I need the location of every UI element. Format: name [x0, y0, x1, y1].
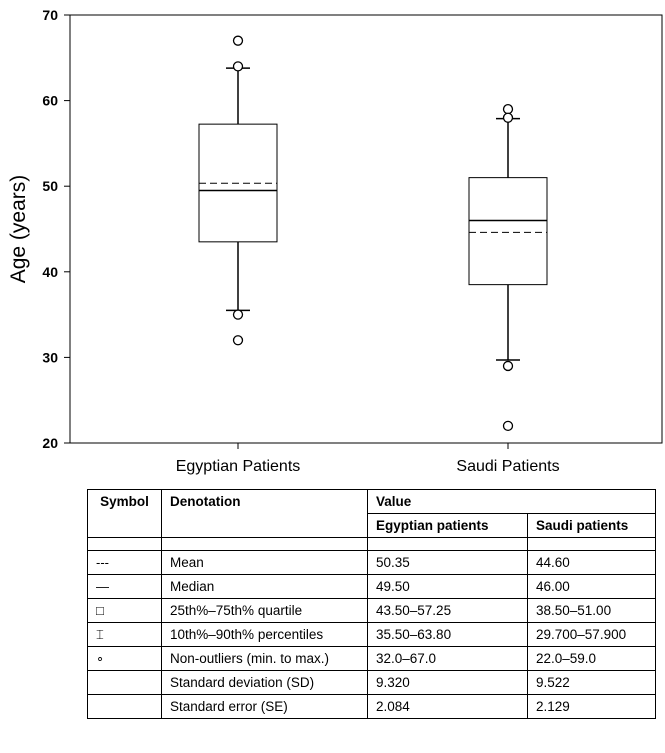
row-saudi-value: 2.129	[527, 694, 656, 719]
y-tick-label: 60	[42, 93, 58, 109]
table-row: ∘ Non-outliers (min. to max.) 32.0–67.0 22.…	[87, 646, 656, 671]
row-egyptian-value: 35.50–63.80	[367, 622, 528, 647]
header-saudi: Saudi patients	[527, 513, 656, 538]
row-egyptian-value: 32.0–67.0	[367, 646, 528, 671]
row-symbol: —	[87, 574, 162, 599]
row-saudi-value: 38.50–51.00	[527, 598, 656, 623]
header-denotation: Denotation	[161, 489, 368, 514]
header-symbol: Symbol	[87, 489, 162, 514]
row-saudi-value: 44.60	[527, 550, 656, 575]
table-header-row: Symbol Denotation Value	[87, 489, 656, 514]
y-tick-label: 30	[42, 349, 58, 365]
outlier-point	[502, 360, 514, 372]
row-saudi-value: 46.00	[527, 574, 656, 599]
y-axis-label: Age (years)	[7, 175, 30, 284]
y-tick-label: 20	[42, 435, 58, 451]
category-labels: Egyptian Patients Saudi Patients	[176, 443, 560, 475]
x-category-label: Saudi Patients	[456, 458, 559, 475]
row-saudi-value: 29.700–57.900	[527, 622, 656, 647]
table-row: ⌶ 10th%–90th% percentiles 35.50–63.80 29.70…	[87, 622, 656, 647]
row-denotation: 10th%–90th% percentiles	[161, 622, 368, 647]
row-symbol	[87, 670, 162, 695]
row-denotation: Median	[161, 574, 368, 599]
table-row: --- Mean 50.35 44.60	[87, 550, 656, 575]
row-symbol: ∘	[87, 646, 162, 671]
plot-frame	[69, 14, 663, 444]
table-subheader-row: Egyptian patients Saudi patients	[87, 513, 656, 538]
row-egyptian-value: 50.35	[367, 550, 528, 575]
outlier-point	[232, 309, 244, 320]
outlier-point	[232, 61, 244, 72]
row-denotation: Mean	[161, 550, 368, 575]
row-symbol	[87, 694, 162, 719]
y-tick-label: 70	[42, 7, 58, 23]
row-denotation: Standard deviation (SD)	[161, 670, 368, 695]
row-denotation: 25th%–75th% quartile	[161, 598, 368, 623]
row-symbol: □	[87, 598, 162, 623]
y-axis-ticks: 20 30 40 50 60 70	[42, 7, 70, 451]
outlier-point	[502, 104, 514, 115]
interquartile-box	[468, 177, 548, 286]
outlier-point	[232, 335, 244, 346]
box-plot-chart: 20 30 40 50 60 70 Egyptian Patients Saudi Pati…	[7, 7, 663, 475]
table-row: Standard deviation (SD) 9.320 9.522	[87, 670, 656, 695]
header-egyptian: Egyptian patients	[367, 513, 528, 538]
statistics-legend-table: Symbol Denotation Value Egyptian patient…	[87, 489, 656, 719]
y-tick-label: 50	[42, 178, 58, 194]
row-symbol: ---	[87, 550, 162, 575]
row-egyptian-value: 9.320	[367, 670, 528, 695]
row-egyptian-value: 2.084	[367, 694, 528, 719]
outlier-point	[502, 112, 514, 123]
outlier-point	[232, 35, 244, 46]
table-row: — Median 49.50 46.00	[87, 574, 656, 599]
x-category-label: Egyptian Patients	[176, 458, 301, 475]
table-body: --- Mean 50.35 44.60— Median 49.50 46.00 □ 25th%…	[87, 550, 656, 719]
row-egyptian-value: 49.50	[367, 574, 528, 599]
y-tick-label: 40	[42, 264, 58, 280]
row-denotation: Non-outliers (min. to max.)	[161, 646, 368, 671]
box-saudi	[468, 104, 548, 432]
outlier-point	[502, 420, 514, 432]
axes	[69, 14, 663, 444]
row-egyptian-value: 43.50–57.25	[367, 598, 528, 623]
row-saudi-value: 9.522	[527, 670, 656, 695]
table-row: □ 25th%–75th% quartile 43.50–57.25 38.50–51…	[87, 598, 656, 623]
boxes	[198, 35, 548, 432]
row-saudi-value: 22.0–59.0	[527, 646, 656, 671]
box-egyptian	[198, 35, 278, 346]
row-symbol: ⌶	[87, 622, 162, 647]
row-denotation: Standard error (SE)	[161, 694, 368, 719]
header-value: Value	[367, 489, 656, 514]
table-row: Standard error (SE) 2.084 2.129	[87, 694, 656, 719]
